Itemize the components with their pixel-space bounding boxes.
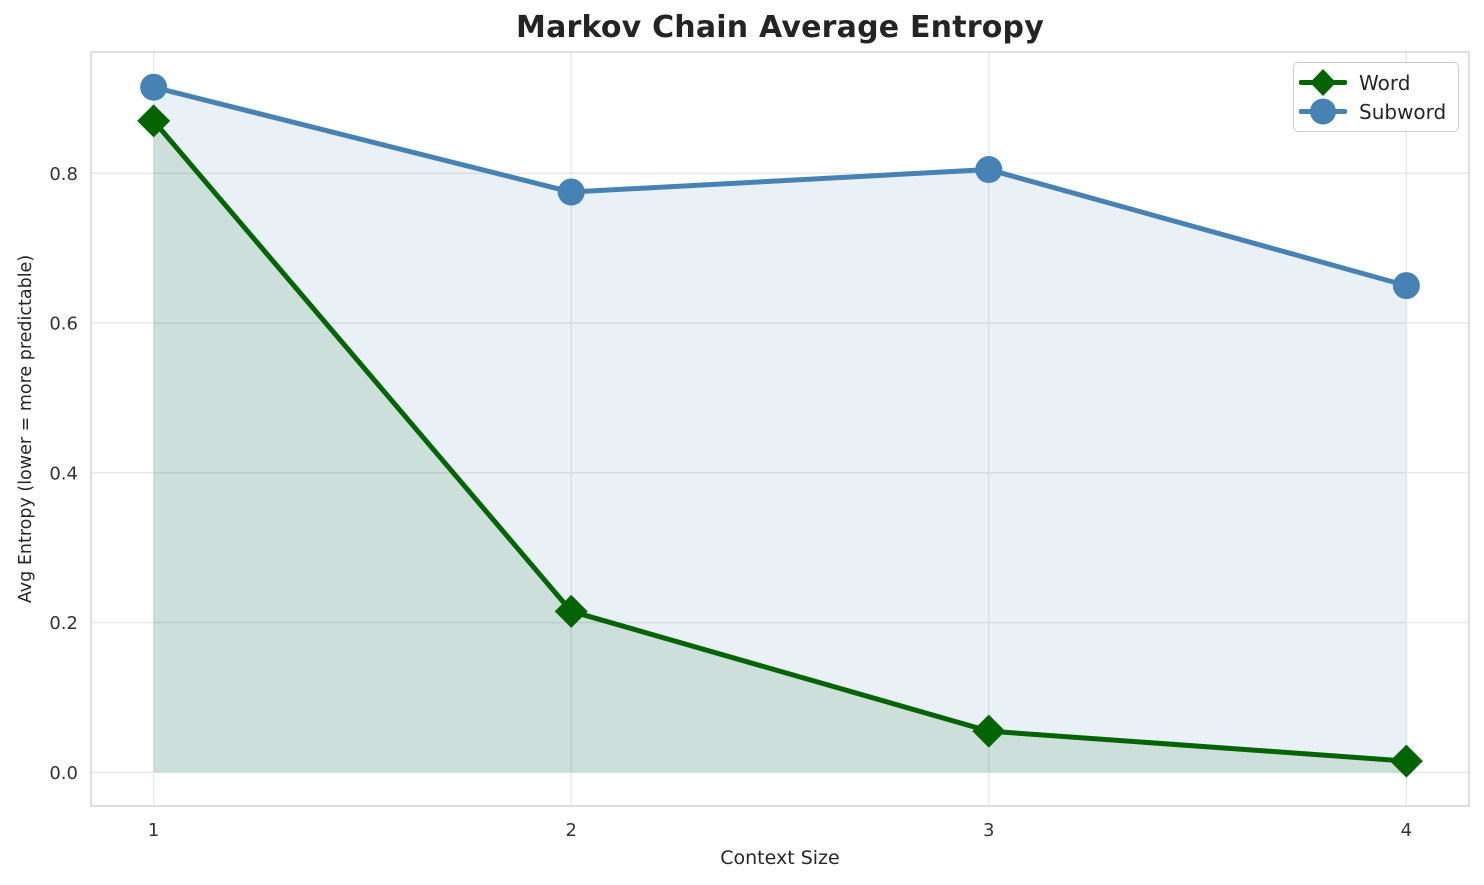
data-point-word [554, 594, 588, 628]
area-fill-word [153, 120, 1407, 773]
y-tick-label: 0.0 [49, 763, 78, 784]
x-tick-label: 3 [983, 820, 994, 841]
data-point-subword [975, 156, 1003, 184]
y-tick-label: 0.8 [49, 164, 78, 185]
data-point-subword [557, 178, 585, 206]
line-word [151, 118, 1409, 764]
legend-label-word: Word [1359, 70, 1411, 95]
legend-label-subword: Subword [1359, 99, 1447, 124]
legend: Word Subword [1293, 62, 1459, 132]
line-subword [151, 84, 1409, 289]
y-tick-label: 0.4 [49, 463, 78, 484]
y-tick-label: 0.2 [49, 613, 78, 634]
area-fill-subword [153, 87, 1407, 773]
x-axis-label: Context Size [720, 847, 840, 869]
data-point-word [972, 714, 1006, 748]
legend-item-word: Word [1299, 68, 1448, 97]
data-point-word [1389, 744, 1423, 778]
data-point-subword [1392, 272, 1420, 300]
y-tick-label: 0.6 [49, 314, 78, 335]
plot-border [90, 51, 1470, 807]
x-tick-label: 2 [565, 820, 576, 841]
word-series-marker-icon [1299, 69, 1347, 96]
data-point-subword [140, 73, 168, 101]
subword-series-marker-icon [1299, 98, 1347, 125]
legend-item-subword: Subword [1299, 97, 1448, 126]
x-tick-label: 4 [1401, 820, 1412, 841]
chart-title: Markov Chain Average Entropy [516, 10, 1044, 45]
x-tick-label: 1 [148, 820, 159, 841]
data-point-word [137, 104, 171, 138]
